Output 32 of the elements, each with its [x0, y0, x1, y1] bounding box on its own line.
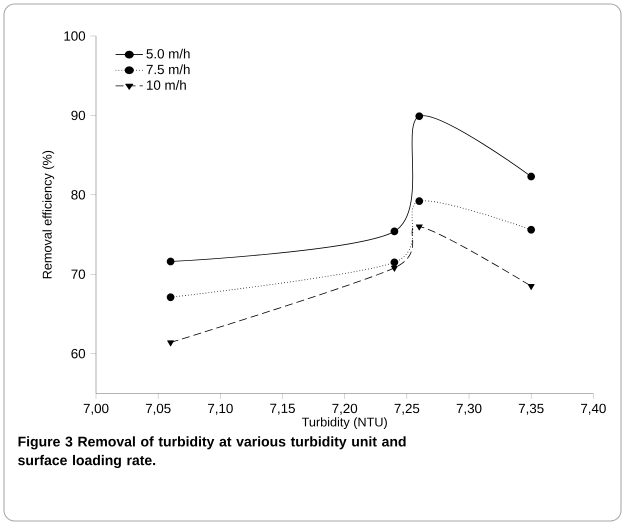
- point: [415, 197, 424, 206]
- x-tick-label: 7,00: [84, 404, 108, 415]
- point: [390, 227, 398, 236]
- point: [166, 293, 174, 302]
- x-tick-label: 7,40: [581, 404, 606, 415]
- point: [390, 258, 398, 266]
- legend-label: 10 m/h: [146, 80, 186, 90]
- y-tick-label: 80: [71, 190, 86, 200]
- x-tick-label: 7,30: [456, 404, 482, 415]
- x-tick-label: 7,35: [518, 404, 544, 415]
- y-tick-label: 100: [64, 31, 86, 41]
- point: [527, 172, 536, 180]
- point: [527, 226, 536, 234]
- y-axis-title: Removal efficiency (%): [42, 150, 54, 278]
- point: [391, 266, 398, 272]
- point: [166, 258, 174, 266]
- legend-label: 7.5 m/h: [146, 64, 190, 74]
- y-tick-label: 90: [71, 110, 86, 120]
- x-tick-label: 7,10: [208, 404, 233, 415]
- point: [416, 224, 423, 230]
- point: [415, 112, 424, 120]
- legend-label: 5.0 m/h: [146, 48, 190, 59]
- point: [167, 340, 174, 346]
- x-tick-label: 7,25: [394, 404, 420, 415]
- y-tick-label: 70: [71, 270, 86, 279]
- x-tick-label: 7,15: [270, 404, 295, 415]
- point: [528, 284, 535, 290]
- caption: Figure 3 Removal of turbidity at various turbidity unit and surface loading rate.: [18, 436, 406, 468]
- x-axis-title: Turbidity (NTU): [302, 417, 387, 430]
- x-tick-label: 7,20: [332, 404, 358, 415]
- y-tick-label: 60: [71, 348, 86, 358]
- x-tick-label: 7,05: [146, 404, 171, 415]
